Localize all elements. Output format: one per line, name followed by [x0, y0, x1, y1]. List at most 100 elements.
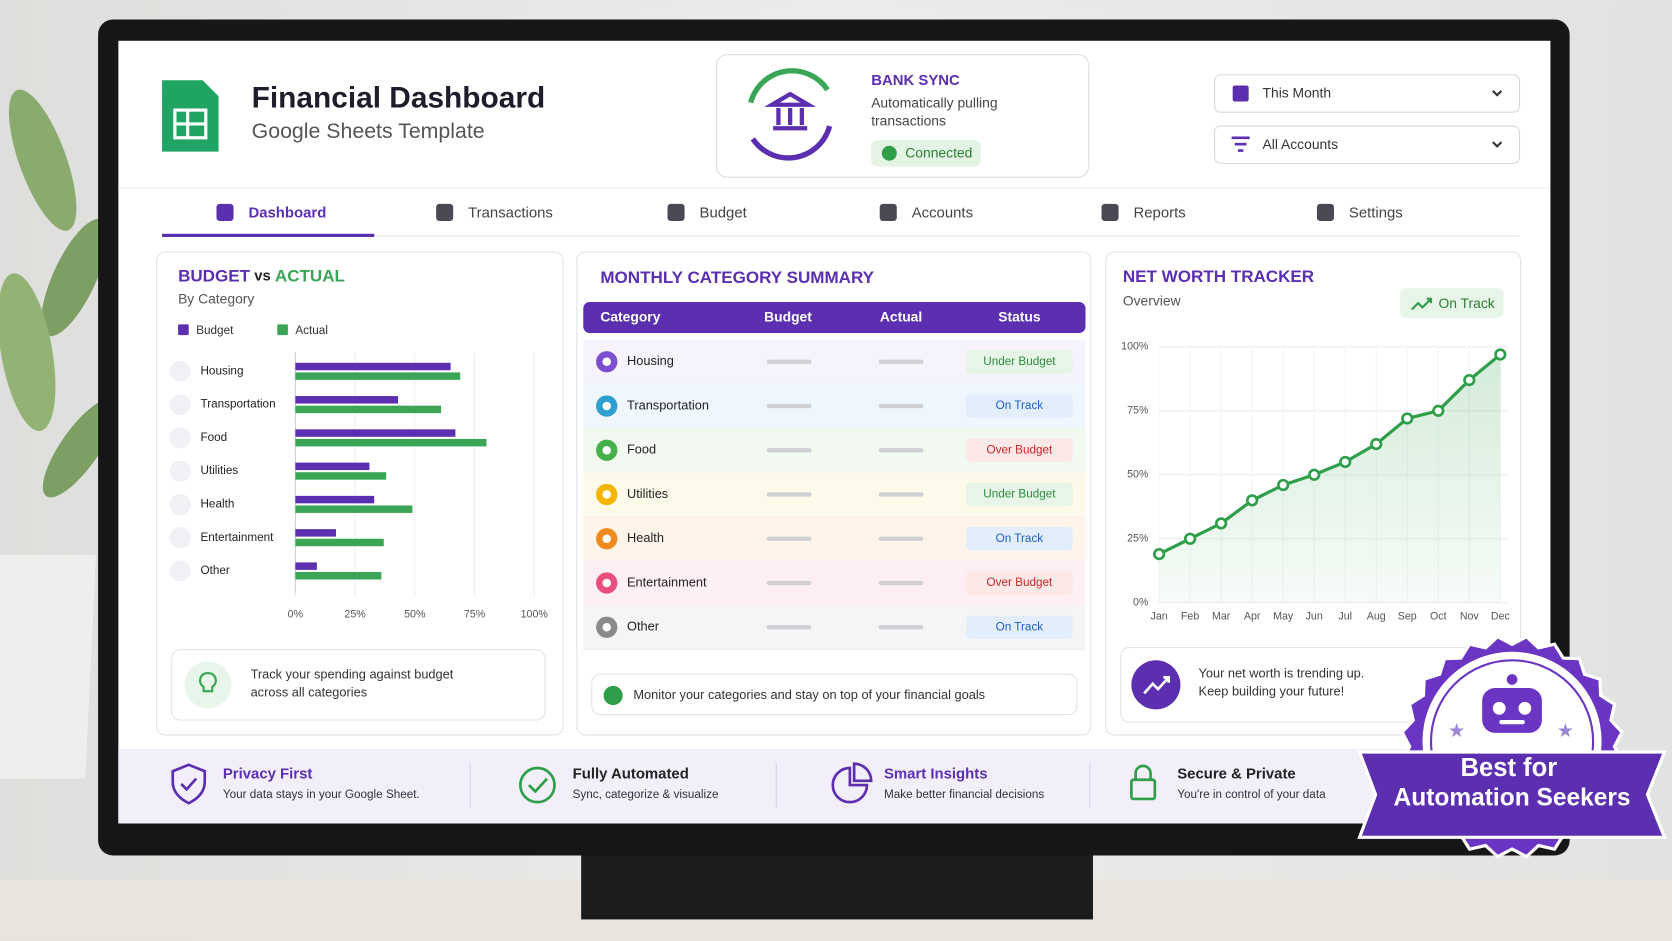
- feature-title: Privacy First: [223, 765, 313, 782]
- x-tick-label: 100%: [521, 608, 549, 620]
- x-tick-label: Jun: [1306, 610, 1323, 622]
- nav-label[interactable]: Reports: [1134, 204, 1186, 221]
- bank-sync-card: [716, 54, 1090, 178]
- features: Privacy First Your data stays in your Goo…: [223, 765, 1326, 800]
- panel-subtitle: By Category: [178, 291, 254, 307]
- note-box: [171, 649, 546, 721]
- value-placeholder: [878, 448, 924, 453]
- status-label: Over Budget: [987, 576, 1054, 589]
- nav-label[interactable]: Settings: [1349, 204, 1403, 221]
- nav-label[interactable]: Transactions: [468, 204, 553, 221]
- x-tick-label: 75%: [464, 608, 486, 620]
- category-icon: [169, 360, 191, 382]
- category-label: Entertainment: [627, 574, 707, 589]
- category-label: Transportation: [200, 398, 275, 411]
- category-icon: [169, 560, 191, 582]
- x-tick-label: Oct: [1430, 610, 1447, 622]
- category-icon: [169, 393, 191, 416]
- nav-icon[interactable]: [667, 203, 685, 221]
- bar: [295, 462, 370, 471]
- bar: [295, 538, 384, 547]
- filter-dropdown[interactable]: All Accounts: [1214, 125, 1521, 164]
- category-glyph: [602, 357, 612, 366]
- nav-icon[interactable]: [1316, 203, 1334, 221]
- status-label: On Track: [996, 399, 1044, 412]
- bar: [295, 472, 387, 480]
- check-icon: [603, 685, 623, 706]
- nav-item[interactable]: Reports: [1101, 203, 1186, 222]
- category-glyph: [602, 578, 612, 588]
- x-tick-label: Aug: [1367, 610, 1386, 622]
- status-label: On Track: [996, 620, 1044, 633]
- filter-dropdown[interactable]: This Month: [1214, 74, 1521, 113]
- point: [1432, 404, 1445, 417]
- status-label: Under Budget: [983, 355, 1056, 368]
- point: [1246, 494, 1259, 507]
- note-text: Your net worth is trending up.: [1199, 666, 1365, 681]
- x-tick-label: Dec: [1491, 610, 1511, 622]
- panel-subtitle: Overview: [1123, 293, 1182, 309]
- nav-label[interactable]: Dashboard: [248, 204, 326, 221]
- bar: [295, 495, 375, 504]
- bar: [295, 438, 487, 447]
- value-placeholder: [878, 403, 924, 409]
- check-circle-icon: [519, 766, 556, 804]
- feature-title: Smart Insights: [884, 765, 988, 782]
- nav-icon[interactable]: [216, 203, 234, 221]
- filter-label[interactable]: This Month: [1263, 85, 1332, 101]
- value-placeholder: [766, 536, 812, 541]
- shield-icon: [171, 763, 207, 805]
- nav-label[interactable]: Accounts: [912, 204, 973, 221]
- bar: [295, 529, 336, 537]
- nav-icon[interactable]: [879, 203, 897, 221]
- nav-item[interactable]: Settings: [1316, 203, 1403, 222]
- nav-icon[interactable]: [436, 203, 454, 221]
- y-tick-label: 0%: [1133, 597, 1149, 609]
- monitor-stand: [581, 853, 1093, 920]
- point: [1370, 437, 1383, 451]
- filter-label[interactable]: All Accounts: [1263, 136, 1339, 152]
- x-tick-label: 25%: [344, 608, 366, 620]
- value-placeholder: [878, 492, 924, 497]
- nav-icon[interactable]: [1101, 203, 1119, 221]
- connected-status: Connected: [905, 144, 972, 160]
- point: [1215, 517, 1228, 530]
- trend-glyph: [1411, 297, 1433, 311]
- note-text: Monitor your categories and stay on top …: [633, 687, 985, 702]
- nav-item[interactable]: Transactions: [436, 203, 553, 222]
- point: [1463, 373, 1476, 387]
- bar: [295, 562, 317, 570]
- legend-swatch: [277, 324, 288, 336]
- value-placeholder: [766, 580, 812, 586]
- point: [1494, 348, 1507, 361]
- bar: [295, 572, 382, 580]
- legend-label: Budget: [196, 324, 234, 337]
- value-placeholder: [878, 359, 924, 364]
- x-tick-label: Apr: [1244, 610, 1261, 622]
- x-tick-label: Sep: [1398, 610, 1417, 622]
- category-glyph: [602, 445, 612, 455]
- feature-desc: Sync, categorize & visualize: [573, 788, 719, 801]
- feature-desc: You're in control of your data: [1177, 788, 1326, 801]
- status-label: Over Budget: [987, 443, 1054, 456]
- panel-title: BUDGET vs ACTUAL: [178, 266, 345, 285]
- nav-label[interactable]: Budget: [700, 204, 748, 221]
- status-pill: [966, 571, 1073, 595]
- feature-title: Secure & Private: [1177, 765, 1296, 782]
- legend-label: Actual: [295, 324, 328, 337]
- point: [1401, 412, 1414, 425]
- column-header: Budget: [764, 309, 812, 325]
- lock-icon: [1130, 764, 1157, 801]
- status-pill: [966, 615, 1073, 639]
- nav-active-underline[interactable]: [162, 233, 375, 237]
- nav-item[interactable]: Accounts: [879, 203, 973, 222]
- svg-text:★: ★: [1448, 721, 1465, 742]
- x-tick-label: Jan: [1151, 610, 1168, 622]
- nav-item[interactable]: Budget: [667, 203, 748, 222]
- x-tick-label: 0%: [288, 608, 304, 620]
- category-icon: [169, 460, 191, 482]
- category-glyph: [602, 401, 612, 411]
- note-text: Keep building your future!: [1199, 684, 1345, 699]
- panel-title: MONTHLY CATEGORY SUMMARY: [600, 268, 874, 287]
- nav-item[interactable]: Dashboard: [162, 203, 375, 237]
